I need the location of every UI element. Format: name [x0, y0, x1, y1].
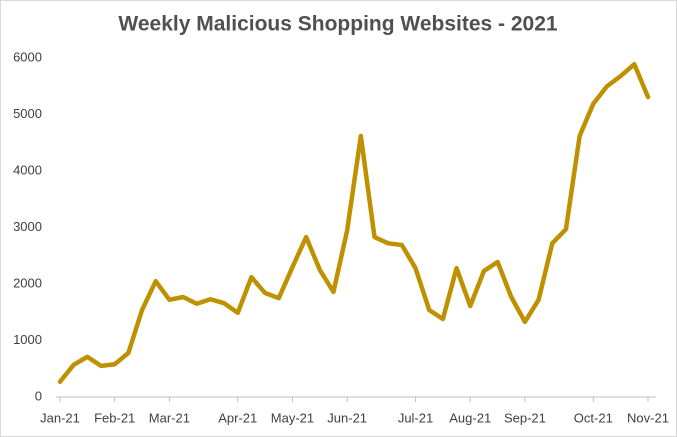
y-tick-label: 5000: [13, 106, 42, 121]
x-tick-label: Nov-21: [627, 410, 669, 425]
x-tick-label: May-21: [271, 410, 314, 425]
x-tick-label: Apr-21: [218, 410, 257, 425]
x-tick-label: Sep-21: [504, 410, 546, 425]
data-line: [57, 61, 651, 384]
x-tick-label: Aug-21: [449, 410, 491, 425]
x-tick-label: Feb-21: [94, 410, 135, 425]
x-tick-label: Jun-21: [327, 410, 367, 425]
x-tick-label: Jul-21: [398, 410, 433, 425]
x-tick-label: Oct-21: [574, 410, 613, 425]
y-tick-label: 2000: [13, 275, 42, 290]
x-tick-label: Jan-21: [40, 410, 80, 425]
x-tick-label: Mar-21: [149, 410, 190, 425]
chart-title: Weekly Malicious Shopping Websites - 202…: [118, 13, 558, 36]
y-tick-label: 6000: [13, 49, 42, 64]
y-tick-label: 0: [35, 388, 42, 403]
y-tick-label: 1000: [13, 332, 42, 347]
y-tick-label: 3000: [13, 219, 42, 234]
y-tick-label: 4000: [13, 162, 42, 177]
